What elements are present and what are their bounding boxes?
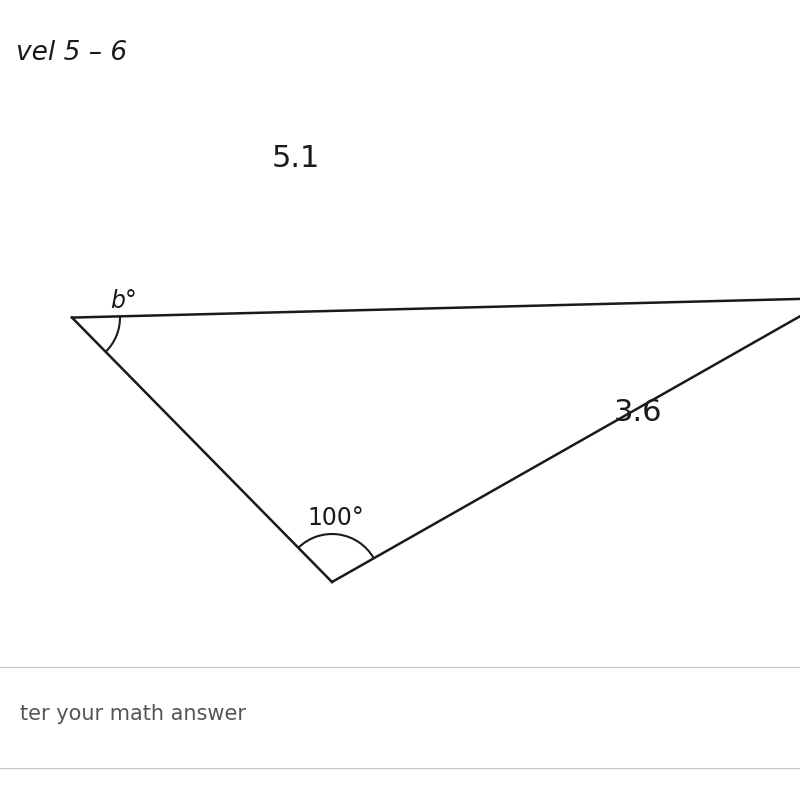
- Text: vel 5 – 6: vel 5 – 6: [16, 40, 127, 66]
- Text: b°: b°: [110, 289, 138, 313]
- Text: 3.6: 3.6: [614, 398, 662, 427]
- Text: 5.1: 5.1: [272, 144, 320, 173]
- Text: 100°: 100°: [308, 506, 364, 530]
- Text: ter your math answer: ter your math answer: [20, 704, 246, 724]
